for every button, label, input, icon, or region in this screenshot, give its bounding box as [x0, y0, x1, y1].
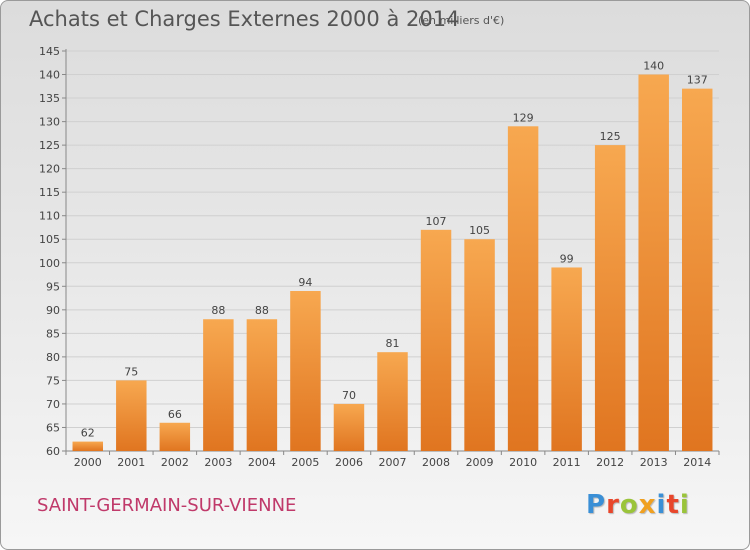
y-tick-label: 75 [46, 374, 60, 387]
data-label: 66 [168, 408, 182, 421]
x-tick-label: 2005 [291, 456, 319, 469]
y-tick-label: 140 [39, 69, 60, 82]
commune-name: SAINT-GERMAIN-SUR-VIENNE [37, 495, 297, 516]
data-label: 137 [687, 74, 708, 87]
bar-2000 [72, 441, 104, 451]
y-tick-label: 70 [46, 398, 60, 411]
data-label: 105 [469, 224, 490, 237]
bar-2008 [420, 229, 452, 451]
y-tick-label: 135 [39, 92, 60, 105]
data-label: 125 [600, 130, 621, 143]
x-tick-label: 2011 [553, 456, 581, 469]
data-label: 94 [298, 276, 312, 289]
y-tick-label: 85 [46, 327, 60, 340]
y-tick-label: 120 [39, 163, 60, 176]
y-tick-label: 60 [46, 445, 60, 458]
y-tick-label: 125 [39, 139, 60, 152]
data-label: 99 [560, 252, 574, 265]
bar-2007 [377, 352, 408, 451]
brand-letter: o [619, 490, 639, 520]
data-label: 62 [81, 427, 95, 440]
x-tick-label: 2002 [161, 456, 189, 469]
y-tick-label: 145 [39, 45, 60, 58]
brand-letter: i [679, 490, 690, 520]
x-tick-label: 2006 [335, 456, 363, 469]
bar-2009 [464, 239, 495, 451]
bar-2001 [116, 380, 147, 451]
proxiti-logo[interactable]: Proxiti [586, 490, 690, 520]
data-label: 81 [386, 337, 400, 350]
y-tick-label: 100 [39, 257, 60, 270]
bar-2012 [594, 145, 626, 451]
x-tick-label: 2003 [204, 456, 232, 469]
bar-2002 [159, 422, 191, 451]
bar-2005 [290, 291, 321, 451]
x-tick-label: 2013 [640, 456, 668, 469]
chart-unit-label: (en milliers d'€) [418, 14, 505, 27]
y-tick-label: 110 [39, 210, 60, 223]
x-tick-label: 2007 [379, 456, 407, 469]
data-label: 129 [513, 111, 534, 124]
bar-2013 [638, 74, 669, 451]
bars [72, 74, 713, 451]
x-tick-label: 2010 [509, 456, 537, 469]
data-label: 88 [211, 304, 225, 317]
x-tick-label: 2000 [74, 456, 102, 469]
data-label: 88 [255, 304, 269, 317]
data-label: 140 [643, 60, 664, 73]
bar-2003 [203, 319, 234, 451]
data-label: 70 [342, 389, 356, 402]
y-tick-label: 95 [46, 280, 60, 293]
x-tick-label: 2014 [683, 456, 711, 469]
bar-2014 [681, 88, 713, 451]
brand-letter: t [666, 490, 680, 520]
y-tick-label: 105 [39, 233, 60, 246]
bar-2010 [507, 126, 539, 451]
brand-letter: P [586, 490, 607, 520]
brand-letter: r [606, 490, 620, 520]
x-tick-label: 2009 [466, 456, 494, 469]
brand-letter: i [656, 490, 667, 520]
x-tick-label: 2001 [117, 456, 145, 469]
data-label: 75 [124, 365, 138, 378]
data-labels: 62 75 66 88 88 94 70 81 107 105 129 99 125 140 137 [81, 60, 708, 440]
y-tick-label: 65 [46, 421, 60, 434]
y-tick-label: 90 [46, 304, 60, 317]
brand-letter: x [638, 490, 657, 520]
x-tick-label: 2008 [422, 456, 450, 469]
chart-title: Achats et Charges Externes 2000 à 2014 [29, 7, 460, 31]
bar-2004 [246, 319, 278, 451]
bar-2006 [333, 403, 365, 451]
x-tick-label: 2012 [596, 456, 624, 469]
y-tick-label: 130 [39, 116, 60, 129]
y-tick-label: 80 [46, 351, 60, 364]
x-tick-label: 2004 [248, 456, 276, 469]
bar-2011 [551, 267, 582, 451]
data-label: 107 [426, 215, 447, 228]
y-tick-label: 115 [39, 186, 60, 199]
